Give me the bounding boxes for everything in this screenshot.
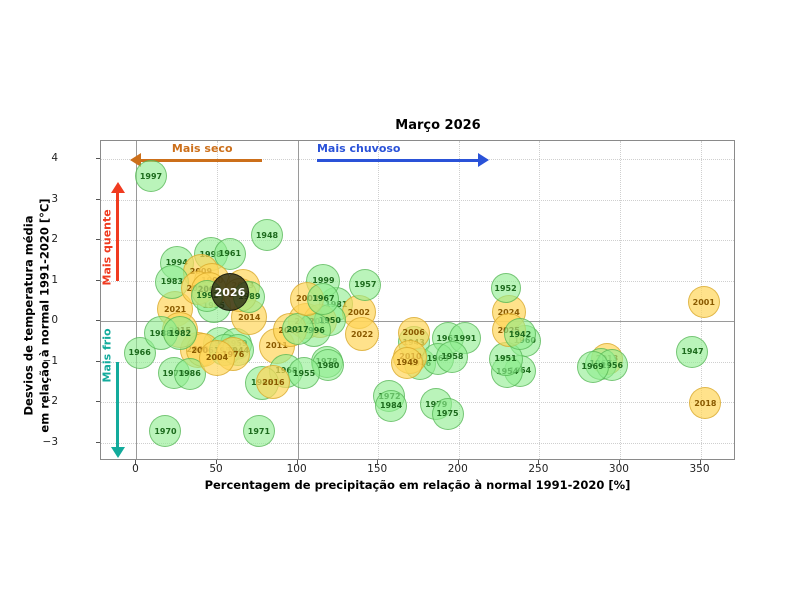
x-tick-label: 0 — [132, 463, 139, 475]
x-gridline — [378, 141, 380, 459]
y-gridline — [101, 442, 734, 444]
y-tick-mark — [96, 239, 100, 241]
x-zero-line — [136, 141, 138, 459]
bubble-year[interactable]: 1947 — [676, 335, 709, 368]
bubble-year[interactable]: 1955 — [288, 357, 321, 390]
y-gridline — [101, 280, 734, 282]
y-gridline — [101, 240, 734, 242]
bubble-year[interactable]: 1970 — [149, 415, 182, 448]
bubble-year[interactable]: 1984 — [375, 389, 408, 422]
bubble-year[interactable]: 1942 — [504, 318, 537, 351]
x-tick-label: 250 — [528, 463, 549, 475]
bubble-year[interactable]: 2004 — [199, 339, 236, 376]
bubble-year[interactable]: 1997 — [134, 160, 167, 193]
x-tick-label: 300 — [608, 463, 629, 475]
y-tick-label: 1 — [51, 273, 58, 286]
x-tick-mark — [296, 460, 298, 464]
mais-chuvoso-arrow-line — [316, 159, 479, 163]
x-tick-label: 100 — [286, 463, 307, 475]
bubble-year[interactable]: 1948 — [251, 219, 283, 252]
x-tick-label: 350 — [689, 463, 710, 475]
y-tick-mark — [96, 158, 100, 160]
y-tick-mark — [96, 198, 100, 200]
mais-quente-arrow-head — [110, 181, 125, 193]
x-gridline — [619, 141, 621, 459]
y-gridline — [101, 402, 734, 404]
mais-seco-arrow-line — [139, 159, 263, 163]
y-tick-mark — [96, 279, 100, 281]
bubble-year[interactable]: 2017 — [281, 313, 314, 346]
bubble-year[interactable]: 2018 — [689, 387, 722, 420]
bubble-year[interactable]: 1952 — [490, 273, 521, 304]
bubble-year[interactable]: 2016 — [256, 365, 291, 399]
y-tick-label: 4 — [51, 152, 58, 165]
x-tick-label: 50 — [209, 463, 223, 475]
bubble-year[interactable]: 1969 — [576, 350, 609, 383]
y-gridline — [101, 199, 734, 201]
x-tick-mark — [699, 460, 701, 464]
y-tick-label: 0 — [51, 314, 58, 327]
mais-frio-label: Mais frio — [100, 328, 113, 383]
x-tick-label: 200 — [447, 463, 468, 475]
bubble-year[interactable]: 1971 — [242, 415, 275, 448]
bubble-year[interactable]: 1958 — [436, 340, 469, 373]
mais-frio-arrow-line — [115, 361, 119, 447]
mais-frio-arrow-head — [110, 446, 125, 458]
mais-quente-arrow-line — [115, 191, 119, 281]
y-tick-label: −1 — [42, 354, 58, 367]
x-gridline — [539, 141, 541, 459]
page-title: Março 2026 — [395, 118, 481, 133]
mais-chuvoso-arrow-head — [478, 153, 490, 168]
x-tick-mark — [538, 460, 540, 464]
x-axis-title: Percentagem de precipitação em relação à… — [204, 478, 631, 492]
y-tick-mark — [96, 360, 100, 362]
bubble-year[interactable]: 1957 — [349, 268, 382, 301]
x-tick-mark — [135, 460, 137, 464]
x-gridline — [458, 141, 460, 459]
x-tick-mark — [457, 460, 459, 464]
mais-seco-arrow-head — [129, 153, 141, 168]
x-tick-mark — [618, 460, 620, 464]
x-tick-mark — [377, 460, 379, 464]
bubble-year[interactable]: 1967 — [307, 282, 340, 315]
bubble-year[interactable]: 1982 — [162, 316, 197, 351]
bubble-year[interactable]: 2001 — [687, 286, 720, 319]
y-tick-label: −3 — [42, 435, 58, 448]
bubble-current-year[interactable]: 2026 — [210, 273, 249, 312]
bubble-year[interactable]: 1975 — [431, 397, 464, 430]
x-tick-mark — [216, 460, 218, 464]
y-tick-mark — [96, 441, 100, 443]
plot-area: 1997194819981961199420091983199019991957… — [100, 140, 735, 460]
bubble-year[interactable]: 2022 — [345, 317, 380, 352]
y-tick-label: 3 — [51, 192, 58, 205]
mais-chuvoso-label: Mais chuvoso — [316, 142, 401, 156]
y-tick-label: 2 — [51, 233, 58, 246]
mais-seco-label: Mais seco — [171, 142, 233, 156]
y-tick-label: −2 — [42, 395, 58, 408]
x-tick-label: 150 — [367, 463, 388, 475]
mais-quente-label: Mais quente — [100, 208, 113, 286]
y-tick-mark — [96, 401, 100, 403]
bubble-year[interactable]: 1949 — [391, 346, 424, 379]
y-tick-mark — [96, 320, 100, 322]
